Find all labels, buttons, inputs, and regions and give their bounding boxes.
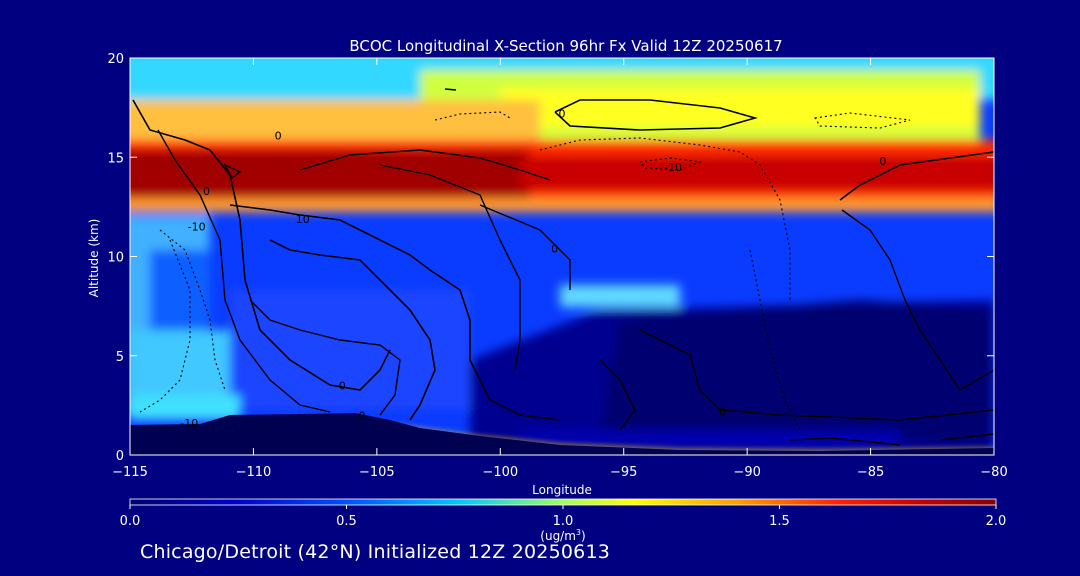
x-tick-label: −110 bbox=[236, 465, 272, 480]
colorbar-tick-label: 1.0 bbox=[553, 514, 574, 529]
colorbar-tick-label: 2.0 bbox=[986, 514, 1007, 529]
terrain-mask bbox=[130, 413, 994, 455]
contour-label: -10 bbox=[188, 221, 206, 234]
contour-label: 0 bbox=[879, 155, 886, 168]
x-tick-label: −90 bbox=[733, 465, 760, 480]
colorbar-label: (ug/m3) bbox=[540, 528, 585, 543]
contour-label: 0 bbox=[719, 405, 726, 418]
colorbar-label-sup: 3 bbox=[576, 528, 581, 537]
contour-label: 0 bbox=[275, 129, 282, 142]
subtitle: Chicago/Detroit (42°N) Initialized 12Z 2… bbox=[140, 541, 611, 563]
colorbar-gradient bbox=[130, 499, 996, 505]
y-tick-label: 15 bbox=[107, 151, 124, 166]
contour-lines bbox=[132, 88, 994, 446]
colorbar-label-end: ) bbox=[581, 529, 586, 543]
contour-label: 0 bbox=[339, 380, 346, 393]
chart-title: BCOC Longitudinal X-Section 96hr Fx Vali… bbox=[349, 37, 782, 55]
y-axis: 0 5 10 15 20 bbox=[107, 52, 994, 464]
contour-label: 0 bbox=[359, 409, 366, 422]
x-axis-label: Longitude bbox=[532, 483, 592, 497]
x-tick-label: −80 bbox=[980, 465, 1007, 480]
colorbar-tick-label: 0.0 bbox=[120, 514, 141, 529]
y-tick-label: 20 bbox=[107, 52, 124, 67]
x-tick-label: −115 bbox=[112, 465, 148, 480]
x-tick-label: −105 bbox=[359, 465, 395, 480]
contour-label: 0 bbox=[551, 243, 558, 256]
contour-label: -10 bbox=[180, 417, 198, 430]
y-tick-label: 0 bbox=[116, 449, 124, 464]
contour-label: 10 bbox=[296, 213, 310, 226]
y-tick-label: 10 bbox=[107, 251, 124, 266]
colorbar-tick-label: 0.5 bbox=[336, 514, 357, 529]
x-axis: −115 −110 −105 −100 −95 −90 −85 −80 bbox=[112, 58, 1008, 480]
contour-label: -10 bbox=[664, 161, 682, 174]
y-axis-label: Altitude (km) bbox=[87, 219, 101, 298]
contour-label: 0 bbox=[559, 108, 566, 121]
colorbar-tick-label: 1.5 bbox=[769, 514, 790, 529]
colorbar: 0.0 0.5 1.0 1.5 2.0 (ug/m3) bbox=[120, 498, 1007, 543]
colorbar-label-main: (ug/m bbox=[540, 529, 576, 543]
x-tick-label: −100 bbox=[482, 465, 518, 480]
x-tick-label: −95 bbox=[610, 465, 637, 480]
contour-labels: 0 0 -10 -10 10 0 -10 0 0 0 0 0 bbox=[180, 108, 886, 431]
colorbar-ticks: 0.0 0.5 1.0 1.5 2.0 bbox=[120, 505, 1007, 529]
x-tick-label: −85 bbox=[857, 465, 884, 480]
concentration-field bbox=[130, 58, 994, 455]
y-tick-label: 5 bbox=[116, 350, 124, 365]
contour-label: 0 bbox=[203, 185, 210, 198]
